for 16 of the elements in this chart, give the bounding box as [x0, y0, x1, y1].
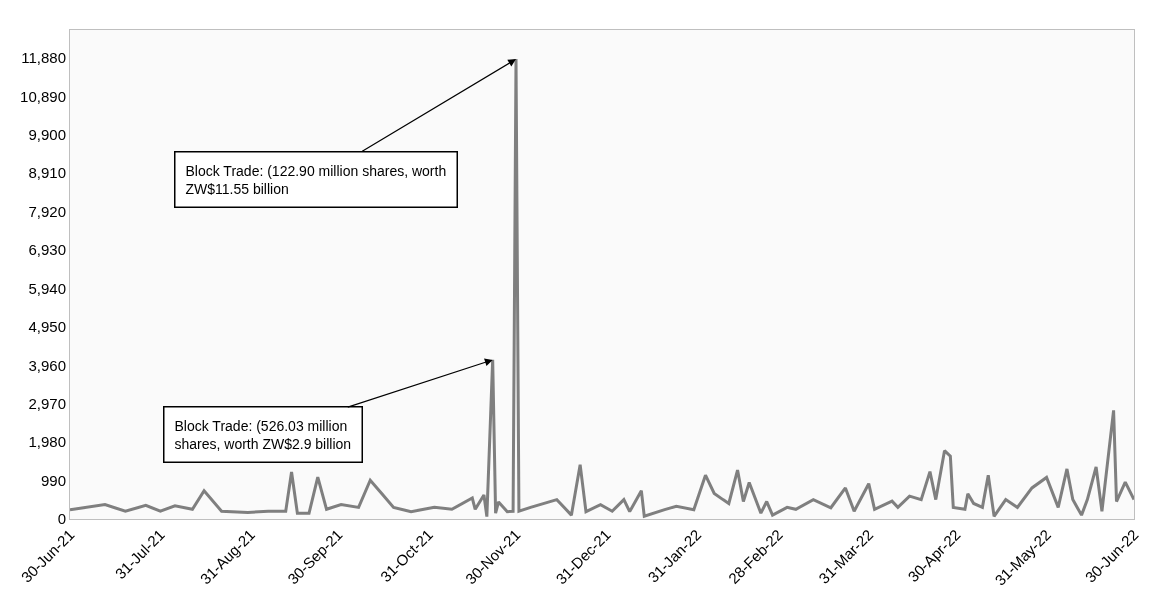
y-tick-label: 10,890	[20, 87, 66, 105]
y-tick-label: 3,960	[28, 356, 66, 374]
y-tick-label: 7,920	[28, 202, 66, 220]
y-tick-label: 990	[40, 471, 66, 489]
line-series	[70, 57, 1134, 519]
y-tick-label: 6,930	[28, 241, 66, 259]
annotation: Block Trade: (526.03 million shares, worth ZW$2.9 billion	[174, 417, 352, 452]
y-tick-label: 5,940	[28, 279, 66, 297]
y-tick-label: 11,880	[21, 49, 66, 67]
y-tick-label: 0	[57, 510, 66, 528]
y-tick-label: 2,970	[28, 394, 66, 412]
y-tick-label: 4,950	[28, 318, 66, 336]
y-tick-label: 1,980	[28, 433, 66, 451]
y-tick-label: 9,900	[28, 126, 66, 144]
annotation: Block Trade: (122.90 million shares, worth ZW$11.55 billion	[185, 162, 447, 197]
y-tick-label: 8,910	[28, 164, 66, 182]
